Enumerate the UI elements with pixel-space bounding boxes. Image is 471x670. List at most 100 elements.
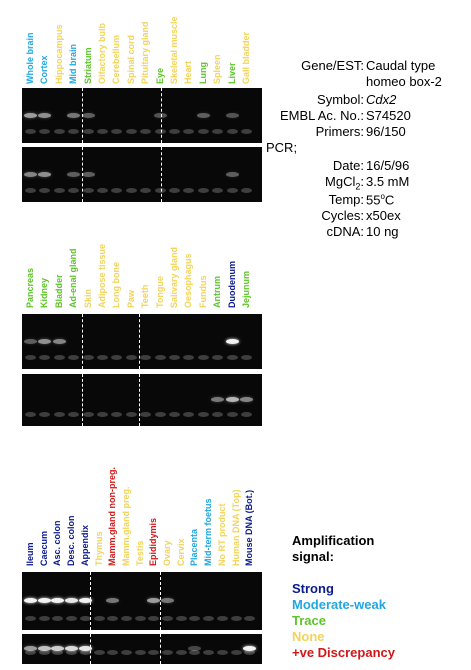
gel-image-3-top	[22, 572, 262, 630]
lane-label: Long bone	[111, 262, 122, 308]
primer-smear	[38, 616, 50, 621]
primer-smear	[154, 355, 166, 360]
legend-title-1: Amplification	[292, 533, 375, 548]
pcr-band	[240, 397, 253, 402]
pcr-band	[37, 598, 51, 603]
primer-smear	[39, 355, 51, 360]
primer-smear	[244, 650, 256, 655]
pcr-band	[225, 171, 239, 177]
pcr-band	[24, 646, 37, 651]
primers-key: Primers:	[315, 124, 364, 139]
pcr-band	[24, 112, 37, 118]
primer-smear	[107, 616, 119, 621]
lane-label: Thymus	[93, 531, 104, 566]
pcr-band	[38, 112, 52, 118]
primer-smear	[203, 650, 215, 655]
pcr-band	[225, 112, 239, 118]
pcr-band	[78, 646, 92, 651]
mgcl-key: MgCl2:	[325, 174, 364, 192]
pcr-band	[37, 646, 51, 651]
primer-smear	[140, 188, 152, 193]
lane-label: Antrum	[212, 276, 223, 308]
primer-smear	[97, 355, 108, 360]
primer-smear	[148, 616, 160, 621]
lane-label: Caecum	[38, 530, 49, 566]
temp-key: Temp:	[328, 192, 364, 207]
primer-smear	[230, 650, 242, 655]
primer-smear	[226, 355, 238, 360]
primer-smear	[111, 129, 123, 134]
primer-smear	[39, 412, 51, 417]
lane-label: Mamm.gland non-preg.	[107, 467, 118, 566]
pcr-band	[161, 598, 174, 603]
cycles-key: Cycles:	[321, 208, 364, 223]
primer-smear	[169, 412, 180, 417]
primer-smear	[52, 616, 64, 621]
primers-value: 96/150	[366, 124, 406, 139]
primer-smear	[175, 616, 187, 621]
primer-smear	[241, 355, 252, 360]
primer-smear	[68, 129, 80, 134]
pcr-band	[147, 598, 161, 603]
primer-smear	[52, 650, 64, 655]
lane-label: Teeth	[140, 284, 151, 308]
primer-smear	[25, 355, 36, 360]
primer-smear	[183, 355, 195, 360]
primer-smear	[169, 188, 180, 193]
lane-label: Hippocampus	[53, 24, 64, 84]
primer-smear	[111, 355, 123, 360]
pcr-band	[225, 397, 239, 402]
lane-label: Mamm.gland preg.	[120, 486, 131, 566]
lane-label: Paw	[125, 289, 136, 308]
primer-smear	[140, 355, 152, 360]
lane-label: Skin	[82, 288, 93, 308]
lane-label: Epididymis	[148, 517, 159, 566]
lane-label: Testis	[134, 540, 145, 566]
primer-smear	[111, 412, 123, 417]
primer-smear	[53, 412, 65, 417]
pcr-band	[225, 338, 239, 344]
primer-smear	[162, 616, 173, 621]
primer-smear	[107, 650, 119, 655]
lane-label: Spinal cord	[125, 34, 136, 84]
primer-smear	[154, 188, 166, 193]
pcr-band	[188, 646, 202, 651]
legend-discrepancy: +ve Discrepancy	[292, 645, 395, 660]
lane-label: Ileum	[25, 542, 35, 566]
pcr-band	[81, 112, 95, 118]
primer-smear	[134, 650, 146, 655]
primer-smear	[226, 412, 238, 417]
pcr-band	[65, 646, 79, 651]
primer-smear	[97, 129, 108, 134]
legend-title-2: signal:	[292, 549, 334, 564]
gel-image-3-bottom	[22, 634, 262, 664]
legend-strong: Strong	[292, 581, 334, 596]
symbol-value: Cdx2	[366, 92, 397, 107]
pcr-band	[24, 171, 37, 177]
primer-smear	[230, 616, 242, 621]
lane-label: Whole brain	[25, 32, 35, 85]
primer-smear	[53, 129, 65, 134]
lane-label: Fundus	[197, 275, 208, 309]
gel-image-2-top	[22, 314, 262, 369]
primer-smear	[25, 616, 36, 621]
lane-label: Appendix	[79, 524, 90, 566]
embl-key: EMBL Ac. No.:	[279, 108, 364, 123]
primer-smear	[212, 355, 224, 360]
lane-label: Pancreas	[25, 267, 35, 308]
lane-label: No RT product	[216, 503, 227, 567]
primer-smear	[197, 412, 209, 417]
primer-smear	[53, 188, 65, 193]
primer-smear	[212, 412, 224, 417]
pcr-band	[38, 171, 52, 177]
lane-label: Tongue	[154, 276, 165, 308]
lane-label: Liver	[226, 62, 237, 84]
primer-smear	[82, 129, 94, 134]
lane-label: Cervix	[175, 538, 186, 566]
primer-smear	[140, 412, 152, 417]
primer-smear	[169, 355, 180, 360]
pcr-band	[211, 397, 225, 402]
primer-smear	[197, 129, 209, 134]
primer-smear	[125, 355, 137, 360]
pcr-band	[67, 112, 81, 118]
